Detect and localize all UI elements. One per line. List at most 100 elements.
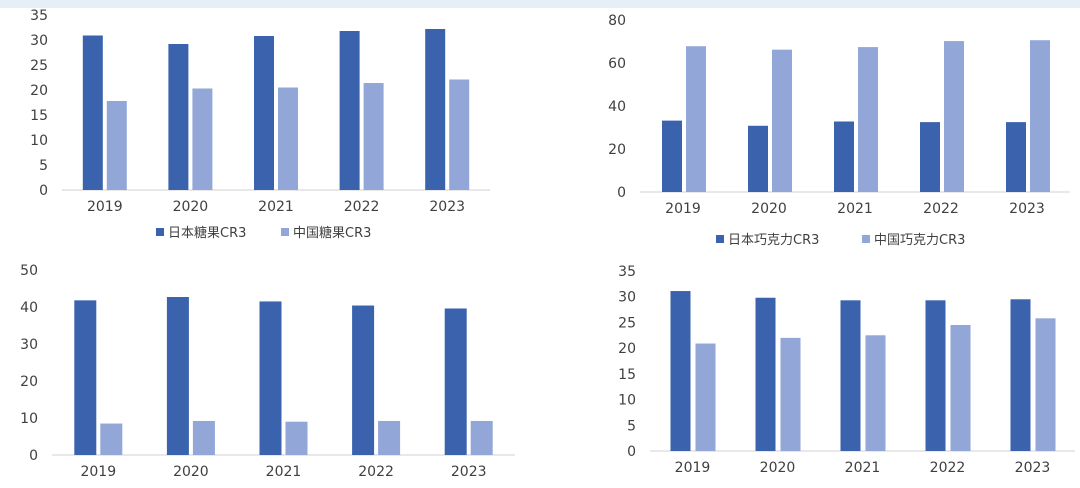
y-tick-label: 15: [30, 108, 48, 124]
bar-series-2-2021: [285, 421, 308, 455]
x-tick-label: 2020: [173, 199, 209, 215]
y-tick-label: 0: [617, 185, 626, 201]
x-tick-label: 2023: [451, 464, 487, 480]
bar-series-2-2023: [449, 79, 470, 190]
x-tick-label: 2021: [266, 464, 302, 480]
bar-series-2-2023: [470, 420, 493, 455]
legend-label: 中国糖果CR3: [293, 225, 371, 241]
x-tick-label: 2019: [665, 201, 701, 217]
y-tick-label: 15: [618, 367, 636, 383]
bar-series-2-2020: [780, 337, 801, 451]
bar-series-2-2019: [106, 101, 127, 190]
bar-series-2-2020: [772, 49, 792, 192]
bar-series-2-2020: [192, 88, 213, 190]
bar-series-1-2020: [166, 297, 189, 455]
legend-label: 日本糖果CR3: [168, 225, 246, 241]
y-tick-label: 80: [608, 13, 626, 29]
bar-series-1-2022: [339, 31, 360, 190]
x-tick-label: 2020: [173, 464, 209, 480]
y-tick-label: 30: [30, 33, 48, 49]
x-tick-label: 2022: [923, 201, 959, 217]
bar-series-1-2019: [662, 120, 682, 192]
y-tick-label: 20: [608, 142, 626, 158]
bar-series-2-2020: [192, 420, 215, 455]
x-tick-label: 2020: [760, 460, 796, 476]
y-tick-label: 10: [618, 393, 636, 409]
legend-swatch: [281, 228, 289, 236]
bar-series-1-2023: [1010, 299, 1031, 451]
x-tick-label: 2019: [675, 460, 711, 476]
bar-series-2-2021: [278, 87, 298, 190]
y-tick-label: 10: [20, 411, 38, 427]
bar-series-2-2019: [100, 423, 123, 455]
y-tick-label: 35: [618, 264, 636, 280]
y-tick-label: 40: [608, 99, 626, 115]
y-tick-label: 60: [608, 56, 626, 72]
bar-series-1-2022: [352, 305, 375, 455]
bar-series-1-2020: [168, 44, 189, 190]
x-tick-label: 2023: [1009, 201, 1045, 217]
y-tick-label: 20: [20, 374, 38, 390]
bar-series-1-2022: [925, 300, 946, 451]
bar-series-1-2019: [82, 35, 103, 190]
y-tick-label: 25: [618, 315, 636, 331]
y-tick-label: 20: [30, 83, 48, 99]
legend-swatch: [862, 235, 870, 243]
y-tick-label: 10: [30, 133, 48, 149]
bar-series-2-2022: [944, 41, 964, 192]
bar-series-2-2021: [865, 335, 886, 451]
y-tick-label: 20: [618, 341, 636, 357]
chart-candy: 0 5 10 15 20 25 30 35 2019 2020 2021 2022 2023 日本糖果CR…: [30, 8, 490, 241]
legend-label: 日本巧克力CR3: [728, 233, 819, 248]
x-tick-label: 2022: [930, 460, 966, 476]
x-tick-label: 2019: [87, 199, 123, 215]
legend-swatch: [156, 228, 164, 236]
y-tick-label: 40: [20, 300, 38, 316]
bar-series-2-2023: [1030, 40, 1050, 193]
chart-chocolate: 0 20 40 60 80 2019 2020 2021 2022 2023 日本巧克力CR3 中国巧…: [608, 13, 1070, 248]
bar-series-2-2019: [695, 343, 716, 451]
y-tick-label: 30: [618, 290, 636, 306]
bar-series-2-2019: [686, 46, 706, 193]
y-tick-label: 0: [29, 448, 38, 464]
x-tick-label: 2023: [429, 199, 465, 215]
y-tick-label: 50: [20, 263, 38, 279]
y-tick-label: 5: [627, 418, 636, 434]
bar-series-2-2022: [378, 420, 401, 455]
bar-series-1-2023: [425, 29, 446, 190]
y-tick-label: 0: [39, 183, 48, 199]
top-strip: [0, 0, 1080, 8]
chart-bottom-left: 0 10 20 30 40 50 2019 2020 2021 2022 2023: [20, 263, 515, 480]
bar-series-1-2022: [920, 122, 940, 192]
y-tick-label: 35: [30, 8, 48, 24]
bar-series-1-2019: [74, 300, 97, 455]
bar-series-2-2021: [858, 47, 878, 193]
x-tick-label: 2022: [358, 464, 394, 480]
bar-series-1-2020: [748, 125, 768, 192]
bar-series-1-2020: [755, 297, 776, 451]
bar-series-2-2022: [950, 325, 971, 451]
bar-series-1-2023: [1006, 122, 1026, 192]
y-tick-label: 30: [20, 337, 38, 353]
bar-series-1-2019: [670, 291, 691, 451]
x-tick-label: 2019: [80, 464, 116, 480]
bar-series-2-2023: [1035, 318, 1056, 451]
legend-swatch: [716, 235, 724, 243]
y-tick-label: 25: [30, 58, 48, 74]
x-tick-label: 2021: [258, 199, 294, 215]
chart-bottom-right: 0 5 10 15 20 25 30 35 2019 2020 2021 2022 2023: [618, 264, 1075, 476]
bar-series-1-2023: [444, 308, 467, 455]
bar-series-1-2021: [840, 300, 861, 451]
x-tick-label: 2022: [344, 199, 380, 215]
bar-series-2-2022: [363, 83, 384, 190]
x-tick-label: 2021: [845, 460, 881, 476]
y-tick-label: 5: [39, 158, 48, 174]
x-tick-label: 2020: [751, 201, 787, 217]
y-tick-label: 0: [627, 444, 636, 460]
bar-series-1-2021: [259, 301, 282, 455]
legend-label: 中国巧克力CR3: [874, 233, 965, 248]
bar-series-1-2021: [254, 36, 274, 190]
x-tick-label: 2021: [837, 201, 873, 217]
bar-series-1-2021: [834, 121, 854, 192]
